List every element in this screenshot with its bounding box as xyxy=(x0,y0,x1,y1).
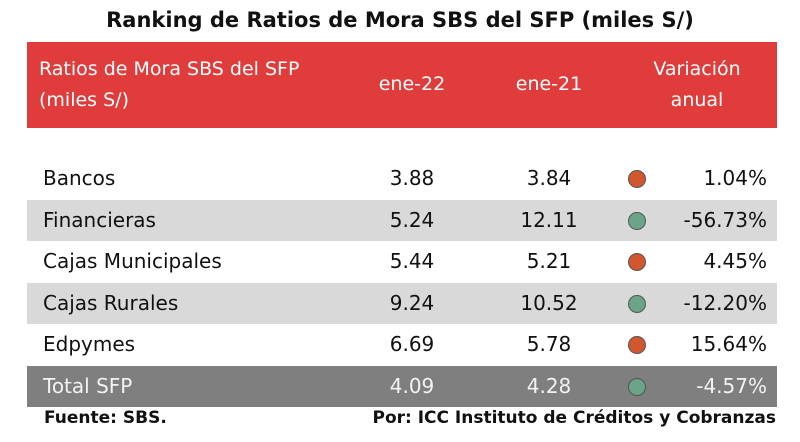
green-indicator-icon xyxy=(628,211,646,230)
row-variation: -56.73% xyxy=(683,207,767,232)
table-row: Cajas Rurales 9.24 10.52 -12.20% xyxy=(27,282,777,324)
red-indicator-icon xyxy=(628,170,646,188)
table-title: Ranking de Ratios de Mora SBS del SFP (m… xyxy=(106,8,694,32)
table-row: Financieras 5.24 12.11 -56.73% xyxy=(27,199,777,241)
mora-ratios-table: Ratios de Mora SBS del SFP (miles S/) en… xyxy=(27,42,777,407)
row-name: Bancos xyxy=(43,166,116,190)
table-row: Cajas Municipales 5.44 5.21 4.45% xyxy=(27,241,777,283)
table-row: Bancos 3.88 3.84 1.04% xyxy=(27,158,777,200)
header-ratios: Ratios de Mora SBS del SFP (miles S/) xyxy=(39,58,300,111)
row-ene22: 6.69 xyxy=(389,332,435,356)
row-ene22: 5.44 xyxy=(389,249,435,273)
row-ene21: 5.78 xyxy=(526,332,572,356)
row-ene21: 5.21 xyxy=(526,249,572,273)
green-indicator-icon xyxy=(628,294,646,313)
row-ene21: 12.11 xyxy=(520,207,578,232)
row-name: Cajas Rurales xyxy=(43,290,179,315)
red-indicator-icon xyxy=(628,336,646,354)
header-spacer xyxy=(27,128,777,158)
row-ene21: 10.52 xyxy=(520,290,578,315)
red-indicator-icon xyxy=(628,253,646,271)
row-ene22: 4.09 xyxy=(389,373,435,398)
row-variation: -12.20% xyxy=(683,290,767,315)
table-header: Ratios de Mora SBS del SFP (miles S/) en… xyxy=(27,42,777,128)
row-ene22: 3.88 xyxy=(389,166,435,190)
row-name: Total SFP xyxy=(43,373,133,398)
credit-note: Por: ICC Instituto de Créditos y Cobranz… xyxy=(372,408,776,428)
row-name: Cajas Municipales xyxy=(43,249,222,273)
table-row: Edpymes 6.69 5.78 15.64% xyxy=(27,324,777,366)
row-variation: 15.64% xyxy=(690,332,767,356)
row-ene21: 4.28 xyxy=(526,373,572,398)
header-ene-21: ene-21 xyxy=(515,73,583,95)
row-variation: 4.45% xyxy=(703,249,767,273)
source-note: Fuente: SBS. xyxy=(44,408,167,428)
green-indicator-icon xyxy=(628,377,646,396)
row-name: Edpymes xyxy=(43,332,136,356)
table-row-total: Total SFP 4.09 4.28 -4.57% xyxy=(27,365,777,407)
header-variacion-anual: Variación anual xyxy=(653,58,741,111)
row-ene21: 3.84 xyxy=(526,166,572,190)
row-variation: 1.04% xyxy=(703,166,767,190)
row-ene22: 5.24 xyxy=(389,207,435,232)
row-name: Financieras xyxy=(43,207,156,232)
row-variation: -4.57% xyxy=(696,373,767,398)
header-ene-22: ene-22 xyxy=(378,73,446,95)
row-ene22: 9.24 xyxy=(389,290,435,315)
